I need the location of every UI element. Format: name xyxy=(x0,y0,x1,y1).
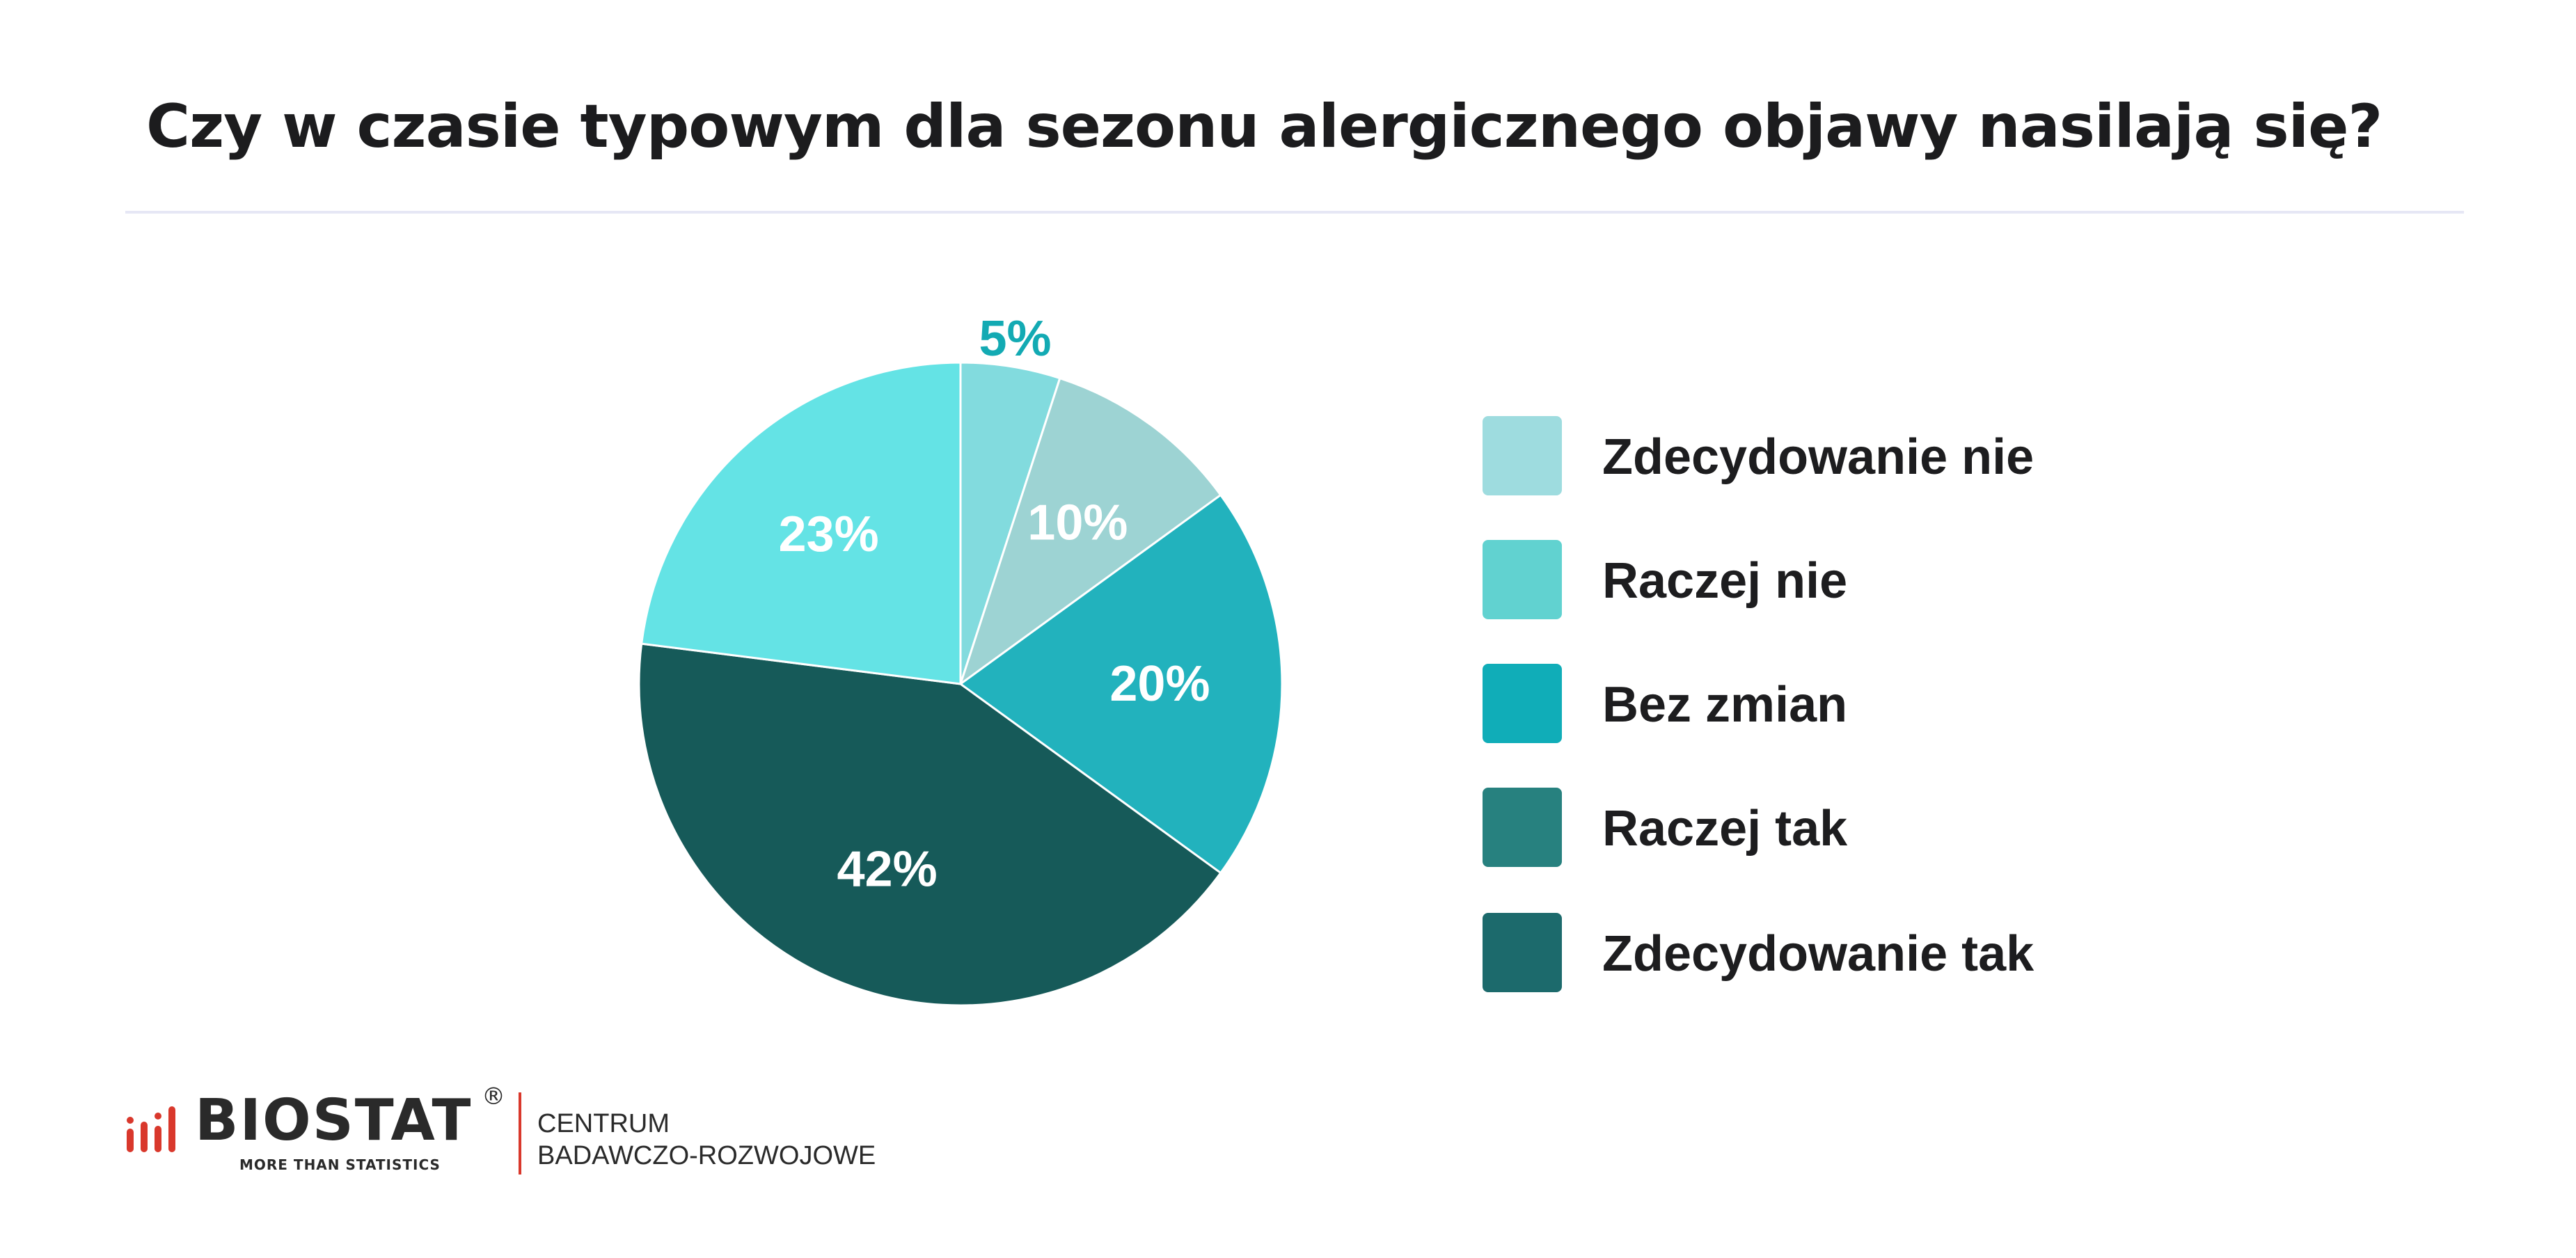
centre-line-2: BADAWCZO-ROZWOJOWE xyxy=(537,1141,876,1170)
logo-separator xyxy=(519,1092,521,1175)
legend-item-zdecydowanie-tak: Zdecydowanie tak xyxy=(1483,913,2179,995)
legend-label: Raczej nie xyxy=(1602,553,1848,609)
pie-slice-label-1: 5% xyxy=(979,311,1051,367)
legend-label: Bez zmian xyxy=(1602,677,1848,733)
pie-slice-1 xyxy=(959,361,1061,685)
logo-wordmark: BIOSTAT xyxy=(195,1088,473,1154)
logo-centre-name: CENTRUM BADAWCZO-ROZWOJOWE xyxy=(537,1108,876,1172)
pie-chart: 5% 10% 20% 42% 23% xyxy=(638,311,1283,1007)
page-title: Czy w czasie typowym dla sezonu alergicz… xyxy=(146,92,2383,161)
pie-slice-3 xyxy=(958,493,1283,875)
legend-swatch xyxy=(1483,788,1562,867)
pie-slice-2 xyxy=(958,376,1222,687)
pie-slice-5 xyxy=(640,361,962,685)
pie-slice-label-4: 42% xyxy=(837,841,937,897)
legend-swatch xyxy=(1483,540,1562,619)
pie-slice-label-3: 20% xyxy=(1109,656,1210,712)
logo-tagline: MORE THAN STATISTICS xyxy=(239,1156,441,1173)
legend-swatch xyxy=(1483,664,1562,743)
title-divider xyxy=(125,211,2464,214)
legend-label: Zdecydowanie tak xyxy=(1602,926,2034,982)
legend-label: Raczej tak xyxy=(1602,801,1848,857)
legend-item-raczej-nie: Raczej nie xyxy=(1483,540,2179,622)
legend-swatch xyxy=(1483,913,1562,992)
legend-swatch xyxy=(1483,416,1562,495)
pie-labels: 5% 10% 20% 42% 23% xyxy=(779,311,1210,897)
pie-slice-4 xyxy=(638,642,1222,1007)
legend-item-raczej-tak: Raczej tak xyxy=(1483,788,2179,870)
centre-line-1: CENTRUM xyxy=(537,1109,670,1138)
legend-label: Zdecydowanie nie xyxy=(1602,429,2034,485)
logo-bars-icon xyxy=(127,1106,175,1152)
biostat-logo: BIOSTAT ® MORE THAN STATISTICS CENTRUM B… xyxy=(125,1083,891,1183)
pie-slices xyxy=(638,361,1283,1007)
registered-mark: ® xyxy=(482,1083,505,1110)
legend-item-bez-zmian: Bez zmian xyxy=(1483,664,2179,746)
legend-item-zdecydowanie-nie: Zdecydowanie nie xyxy=(1483,416,2179,498)
pie-slice-label-5: 23% xyxy=(779,507,879,562)
pie-slice-label-2: 10% xyxy=(1027,495,1128,550)
